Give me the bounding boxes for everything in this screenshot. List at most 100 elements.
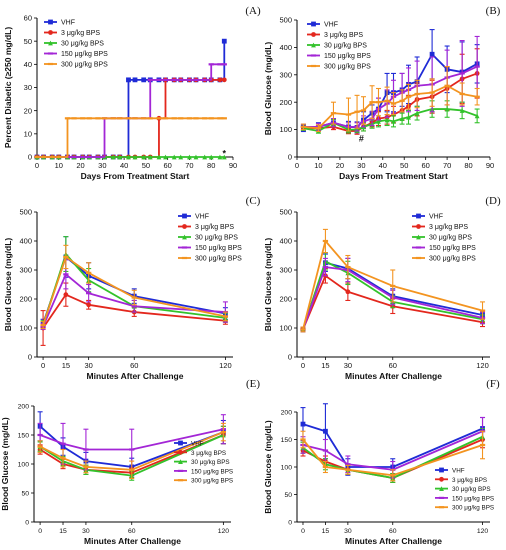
data-point — [40, 324, 46, 327]
data-point — [60, 457, 66, 460]
x-axis-title: Minutes After Challenge — [84, 536, 181, 546]
data-point — [360, 109, 367, 112]
data-point — [86, 271, 92, 274]
data-point — [202, 78, 208, 81]
data-point — [131, 305, 137, 308]
data-point — [322, 266, 329, 269]
x-tick-label: 10 — [55, 161, 63, 170]
x-axis-title: Minutes After Challenge — [87, 371, 184, 381]
y-tick-label: 0 — [28, 353, 32, 362]
data-point — [300, 328, 306, 331]
legend: VHF 3 μg/kg BPS 30 μg/kg BPS 150 μg/kg BPS 3… — [412, 214, 476, 263]
data-point — [323, 428, 328, 434]
y-tick-label: 100 — [281, 465, 293, 472]
legend-swatch-marker — [310, 64, 317, 68]
x-tick-label: 50 — [400, 161, 408, 170]
data-point — [202, 117, 208, 120]
panel-label: (C) — [246, 195, 261, 207]
x-tick-label: 60 — [389, 361, 397, 370]
data-point — [479, 443, 486, 447]
data-point — [300, 438, 306, 441]
data-point — [193, 154, 199, 160]
data-point — [406, 114, 411, 120]
y-tick-label: 200 — [19, 295, 32, 304]
data-point — [101, 117, 108, 120]
data-point — [345, 266, 351, 269]
data-point — [71, 117, 77, 120]
x-tick-label: 10 — [314, 161, 322, 170]
data-point — [414, 110, 420, 116]
data-point — [141, 117, 147, 120]
x-axis-title: Days From Treatment Start — [339, 171, 448, 181]
data-point — [147, 154, 153, 160]
x-tick-label: 40 — [120, 161, 128, 170]
x-tick-label: 60 — [389, 528, 397, 535]
legend-swatch-marker — [311, 21, 316, 27]
legend-swatch-marker — [416, 213, 421, 219]
data-point — [369, 101, 375, 104]
y-tick-label: 100 — [18, 462, 30, 469]
y-axis-title: Blood Glucose (mg/dL) — [263, 420, 273, 514]
data-point — [131, 296, 137, 299]
legend-label: VHF — [61, 20, 75, 27]
data-point — [63, 255, 69, 259]
y-tick-label: 0 — [288, 520, 292, 527]
legend-swatch-marker — [439, 486, 444, 491]
data-point — [162, 78, 169, 81]
data-point — [221, 77, 227, 83]
x-tick-label: 120 — [476, 361, 489, 370]
legend-label: 30 μg/kg BPS — [324, 43, 367, 50]
x-tick-label: 0 — [301, 361, 305, 370]
x-tick-label: 30 — [82, 528, 90, 535]
data-point — [217, 117, 223, 120]
y-tick-label: 10 — [24, 129, 32, 138]
data-point — [86, 292, 92, 295]
y-tick-label: 300 — [19, 266, 32, 275]
legend-label: 3 μg/kg BPS — [61, 30, 100, 37]
x-tick-label: 30 — [98, 161, 106, 170]
legend-label: 3 μg/kg BPS — [452, 477, 487, 484]
legend: VHF 3 μg/kg BPS 30 μg/kg BPS 150 μg/kg BPS 3… — [307, 22, 371, 71]
legend-swatch-marker — [48, 19, 53, 25]
x-tick-label: 60 — [421, 161, 429, 170]
data-point — [193, 78, 199, 81]
data-point — [300, 421, 306, 427]
legend-label: 150 μg/kg BPS — [429, 245, 476, 252]
data-point — [390, 284, 396, 288]
chart-panel-2: (B) 0 100 200 300 400 500 0 10 20 30 40 50 60 70 80 90 Da… — [263, 5, 501, 181]
x-tick-label: 15 — [62, 361, 70, 370]
legend-label: 150 μg/kg BPS — [191, 468, 233, 475]
y-tick-label: 0 — [288, 353, 292, 362]
x-tick-label: 90 — [229, 161, 237, 170]
data-point — [429, 51, 435, 57]
data-point — [391, 118, 396, 124]
data-point — [132, 77, 138, 83]
data-point — [86, 155, 92, 159]
chart-panel-3: (C) 0 100 200 300 400 500 0 15 30 60 120 Minutes Aft… — [3, 195, 261, 381]
panel-label: (D) — [485, 195, 501, 207]
legend-swatch-marker — [177, 479, 184, 482]
legend-swatch-marker — [415, 246, 422, 249]
legend-swatch-marker — [416, 224, 421, 229]
legend-label: VHF — [191, 441, 204, 448]
data-point — [384, 99, 390, 102]
data-point — [221, 38, 227, 44]
data-point — [221, 117, 227, 120]
data-point — [384, 117, 390, 123]
panel-label: (E) — [246, 378, 260, 390]
legend-swatch-marker — [439, 476, 444, 482]
legend-label: VHF — [429, 214, 443, 221]
data-point — [208, 117, 214, 120]
data-point — [187, 154, 192, 160]
data-point — [414, 92, 420, 96]
data-point — [300, 125, 307, 128]
data-point — [375, 101, 382, 104]
data-point — [202, 154, 208, 160]
data-point — [315, 127, 322, 130]
legend-label: 300 μg/kg BPS — [61, 62, 108, 69]
y-axis-title: Percent Diabetic (≥250 mg/dL) — [3, 27, 13, 149]
data-point — [95, 117, 101, 120]
chart-panel-5: (E) 0 50 100 150 200 0 15 30 60 120 Minutes After C… — [0, 378, 260, 546]
data-point — [322, 465, 329, 469]
legend-swatch-marker — [311, 42, 316, 48]
